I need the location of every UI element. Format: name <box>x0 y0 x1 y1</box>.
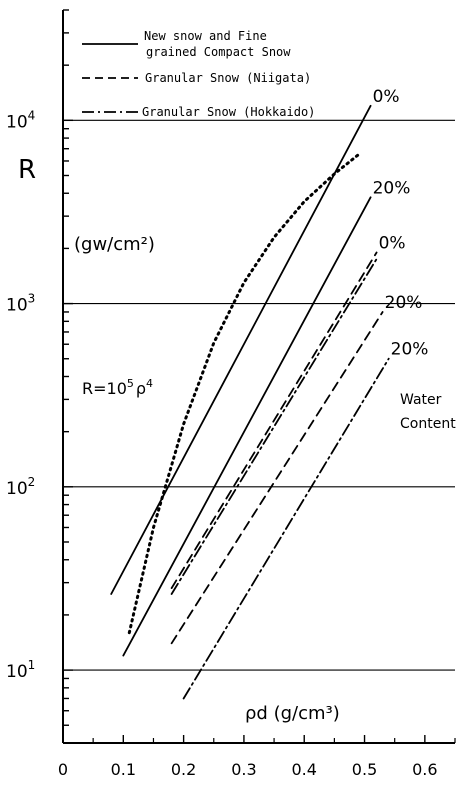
y-axis-label: R <box>18 155 36 185</box>
y-tick-exp: 4 <box>28 108 36 122</box>
x-tick-label: 0.2 <box>171 760 196 779</box>
y-tick-exp: 1 <box>28 658 36 672</box>
y-tick-base: 10 <box>6 296 28 316</box>
y-tick-label: 102 <box>6 475 35 499</box>
series-line-solid <box>110 104 372 595</box>
series-end-label: 20% <box>391 340 429 360</box>
series-end-label: 0% <box>373 87 400 107</box>
series-line-dashed <box>170 311 384 645</box>
y-tick-base: 10 <box>6 479 28 499</box>
series-line-solid <box>122 196 372 657</box>
series-end-label: 0% <box>379 233 406 253</box>
y-axis-unit: (gw/cm²) <box>74 234 155 255</box>
legend: New snow and Fine grained Compact Snow G… <box>82 29 315 119</box>
x-ticks: 0 0.1 0.2 0.3 0.4 0.5 0.6 <box>58 735 456 779</box>
series-line-dashdot <box>170 258 378 595</box>
series-end-label: 20% <box>385 293 423 313</box>
x-tick-label: 0.3 <box>231 760 256 779</box>
y-tick-label: 104 <box>6 108 35 132</box>
series-end-label: 20% <box>373 178 411 198</box>
legend-label-solid-2: grained Compact Snow <box>146 45 291 59</box>
formula-text: R=10 <box>82 379 127 398</box>
x-tick-label: 0.6 <box>412 760 437 779</box>
x-tick-label: 0.4 <box>292 760 317 779</box>
water-content-label-1: Water <box>400 392 442 408</box>
x-tick-label: 0.1 <box>111 760 136 779</box>
series-line-dashed <box>170 251 378 589</box>
series-line-dashdot <box>182 357 390 700</box>
legend-label-dashed: Granular Snow (Niigata) <box>145 71 311 85</box>
water-content-label-2: Content <box>400 416 456 432</box>
series-line-dotted <box>127 153 360 635</box>
y-tick-label: 103 <box>6 292 35 316</box>
x-axis-label: ρd (g/cm³) <box>245 703 340 724</box>
y-tick-label: 101 <box>6 658 35 682</box>
legend-label-dashdot: Granular Snow (Hokkaido) <box>142 105 315 119</box>
formula-annotation: R=105 ρ4 <box>82 377 153 398</box>
legend-label-solid-1: New snow and Fine <box>144 29 267 43</box>
formula-exp2: 4 <box>146 377 153 390</box>
x-tick-label: 0 <box>58 760 68 779</box>
y-tick-base: 10 <box>6 662 28 682</box>
x-tick-label: 0.5 <box>352 760 377 779</box>
series-group: 0% 20% 0% 20% 20% <box>110 87 429 700</box>
y-tick-exp: 2 <box>28 475 36 489</box>
grid-lines <box>63 119 455 671</box>
formula-exp1: 5 <box>127 377 134 390</box>
y-tick-base: 10 <box>6 112 28 132</box>
formula-rho: ρ <box>136 379 146 398</box>
y-tick-exp: 3 <box>28 292 36 306</box>
